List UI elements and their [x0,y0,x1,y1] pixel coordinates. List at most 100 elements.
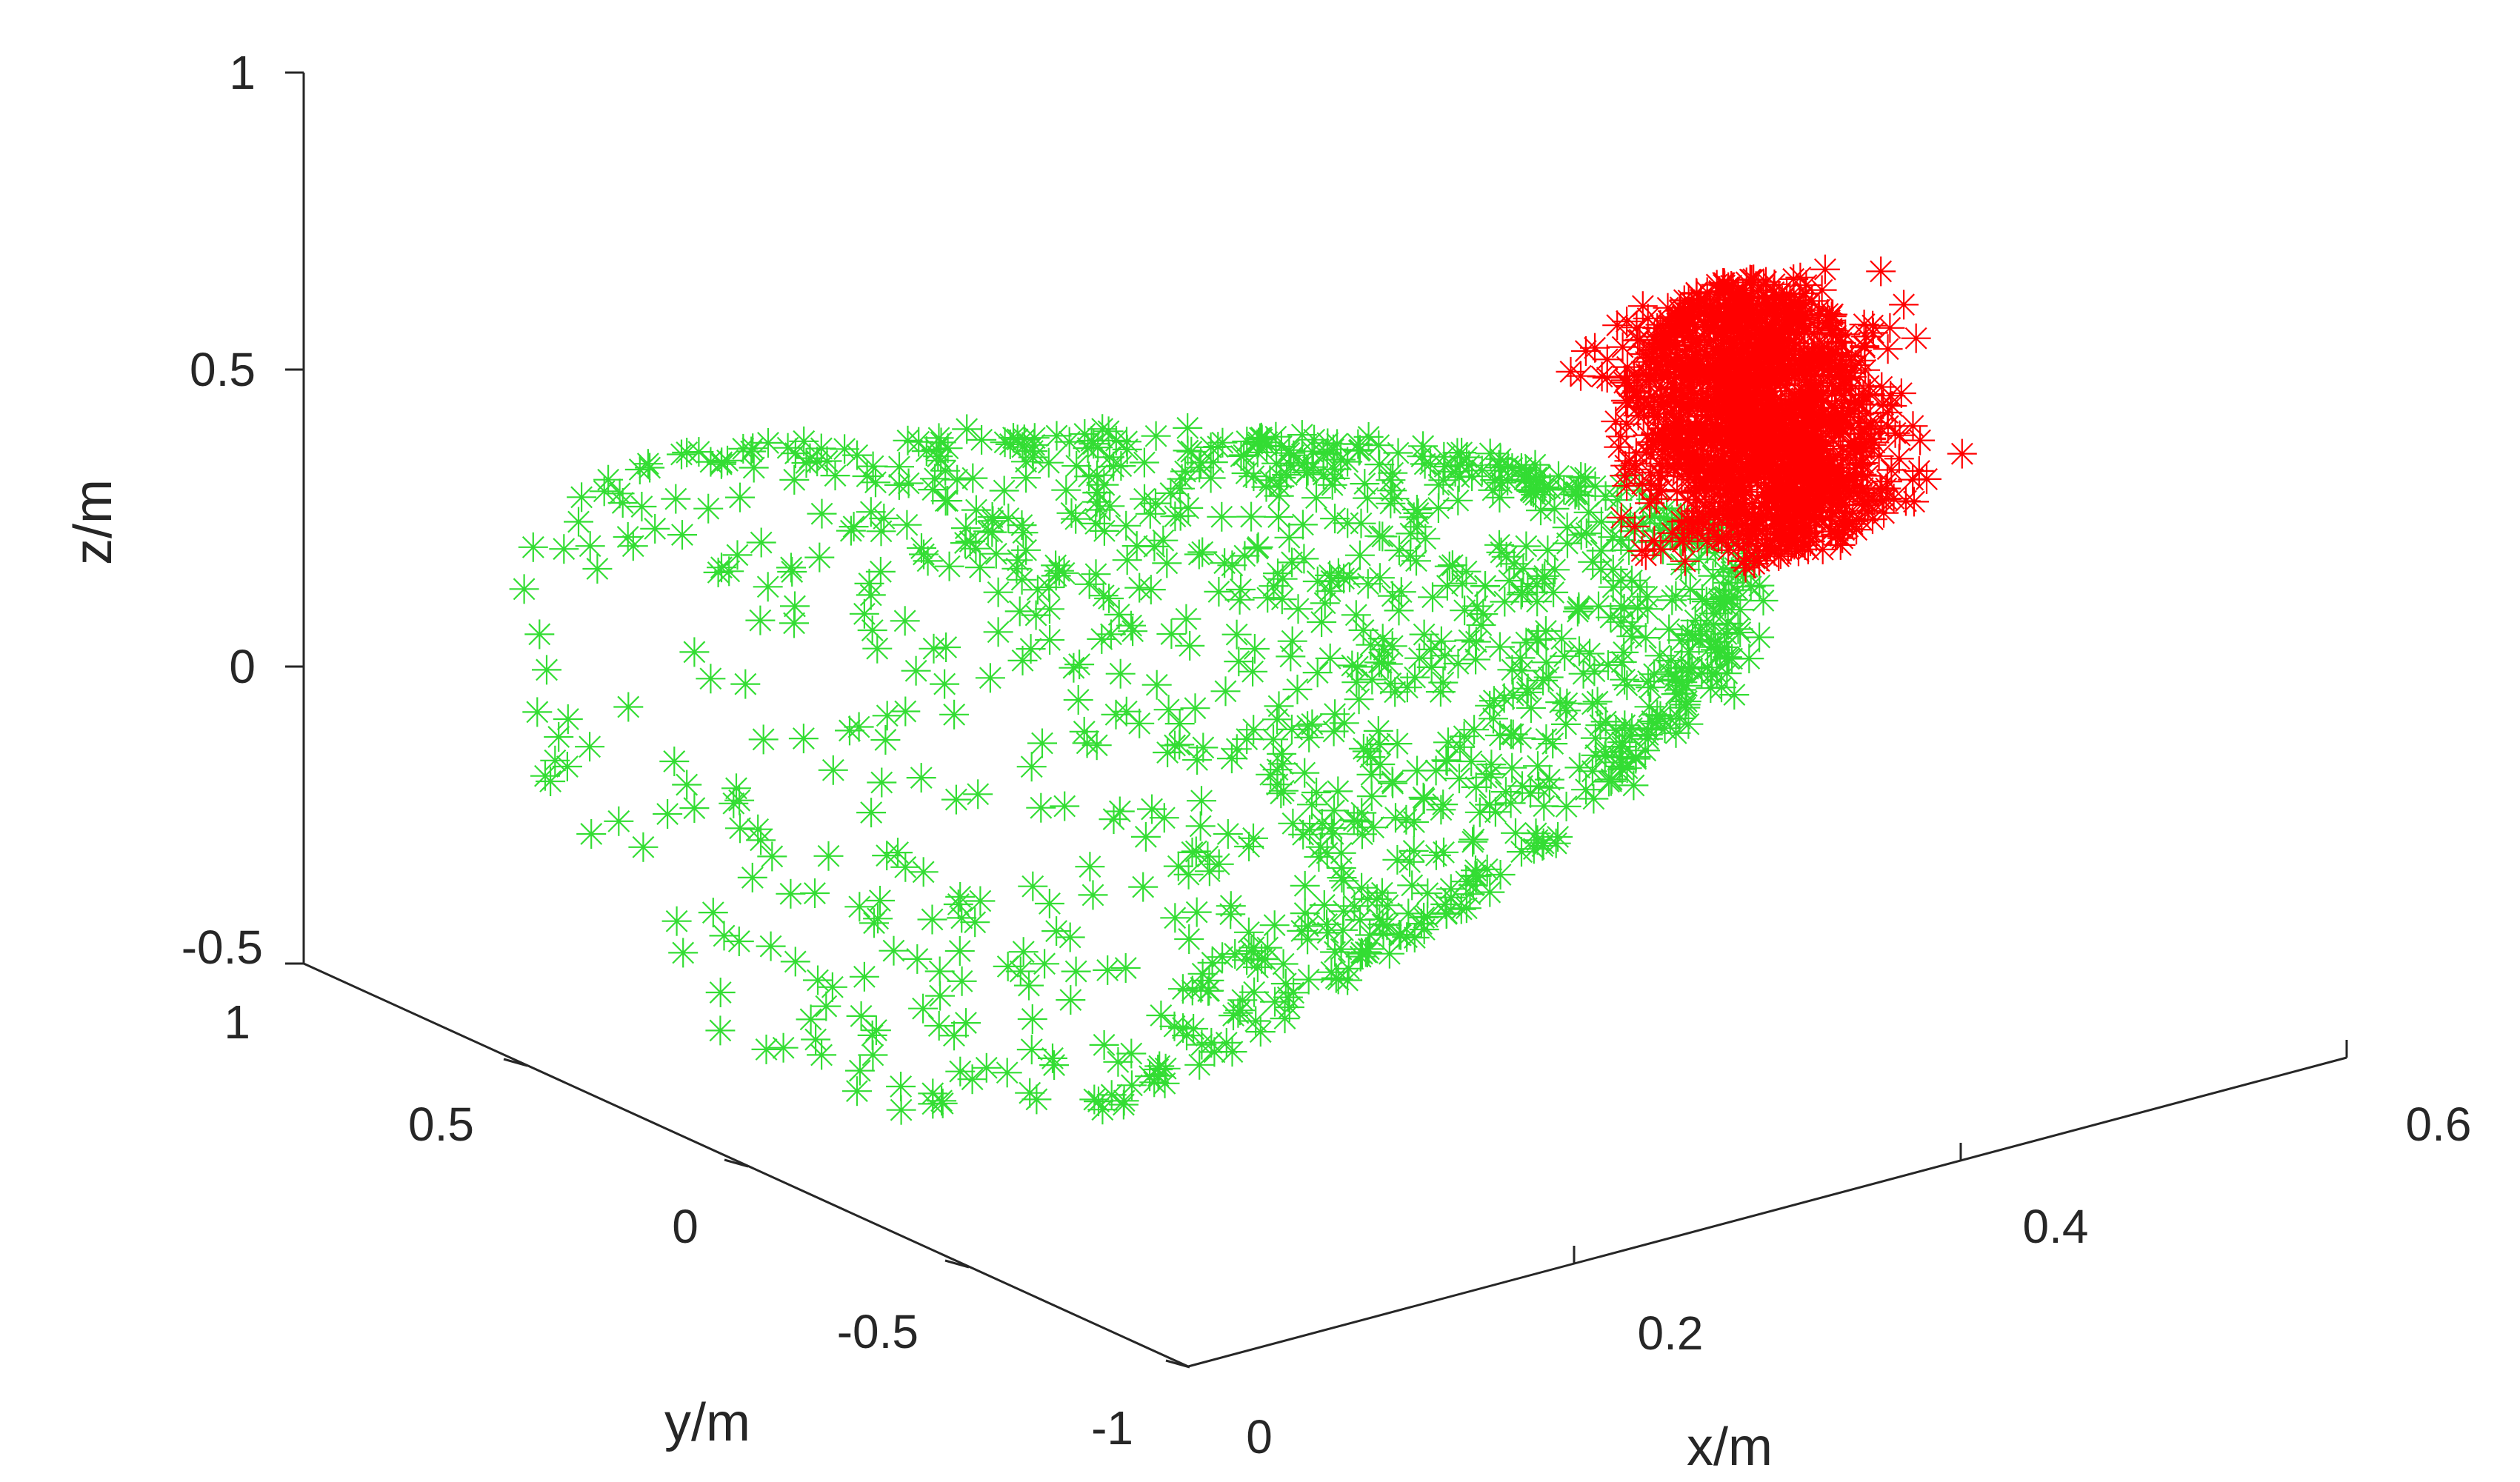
green-point [1364,450,1395,480]
green-point [1347,819,1377,850]
green-point [659,747,690,776]
green-point [776,878,806,909]
green-point [1566,461,1596,492]
green-point [780,438,810,469]
green-point [926,427,956,458]
green-point [1653,657,1684,687]
green-point [1307,607,1337,637]
red-point [1752,288,1782,318]
green-point [1527,564,1558,594]
green-point [820,461,850,491]
green-point [1377,581,1407,611]
green-point [661,484,691,514]
green-point [1268,949,1299,979]
green-point [618,531,648,561]
green-point [933,486,963,516]
green-point [804,542,835,573]
green-point [640,513,670,544]
green-point [1705,589,1736,619]
green-point [1059,652,1089,683]
red-point [1592,363,1622,393]
green-point [1277,547,1307,578]
green-point [1598,522,1628,553]
green-point [1180,693,1210,724]
green-point [1129,447,1159,478]
red-point [1831,475,1861,506]
green-point [1364,904,1395,935]
green-point [893,468,924,498]
green-point [1416,634,1446,664]
green-point [1432,570,1462,601]
green-point [788,724,819,754]
green-point [870,725,901,755]
green-point [730,669,761,699]
green-point [532,655,561,685]
green-point [1153,738,1183,767]
green-point [890,852,921,882]
green-point [1283,594,1313,624]
green-point [1443,485,1473,515]
green-point [1323,776,1353,807]
green-point [1069,716,1099,747]
green-point [1430,641,1460,671]
green-point [604,478,635,509]
green-point [1598,554,1628,584]
green-point [1571,518,1601,549]
green-point [893,425,923,455]
green-point [1294,722,1324,752]
green-point [1078,880,1108,910]
green-point [1276,714,1307,744]
green-point [1282,674,1313,704]
red-point [1747,313,1778,344]
green-point [1451,556,1481,587]
green-point [1226,575,1256,604]
green-point [902,944,933,974]
red-point [1947,438,1977,469]
green-point [1499,549,1529,579]
green-point [1402,755,1433,786]
green-point [1290,898,1320,929]
green-point [1293,964,1324,995]
green-point [1239,634,1270,664]
green-point [1146,1001,1176,1030]
green-point [776,553,806,583]
red-point [1614,371,1644,401]
red-point [1850,331,1880,361]
green-point [879,935,909,966]
green-point [1348,615,1379,645]
green-point [1289,544,1319,574]
green-point [925,981,956,1011]
green-point [844,712,874,742]
red-point [1904,455,1934,486]
green-point [981,538,1011,569]
red-point [1745,407,1776,437]
green-point [1204,849,1234,879]
green-point [1366,647,1396,678]
green-point [1384,595,1414,626]
green-point [947,966,977,996]
red-point [1587,361,1617,392]
green-point [857,615,887,645]
green-point [1519,834,1549,864]
green-point [1675,574,1705,604]
green-point [965,886,996,916]
green-point [1167,974,1198,1004]
green-point [1301,483,1331,513]
green-point [1577,689,1607,719]
green-point [1551,791,1581,821]
green-point [1446,894,1476,924]
y-tick-mark [724,1158,749,1168]
green-point [989,475,1019,506]
green-point [1276,641,1306,672]
green-point [679,793,710,824]
green-point [1392,922,1422,952]
green-point [1533,662,1564,692]
green-point [679,637,710,667]
green-point [1216,899,1246,929]
green-point [1544,461,1573,491]
green-point [1521,818,1551,849]
green-point [839,512,869,542]
green-point [1277,626,1307,656]
green-point [1684,624,1714,655]
red-point [1666,384,1696,415]
